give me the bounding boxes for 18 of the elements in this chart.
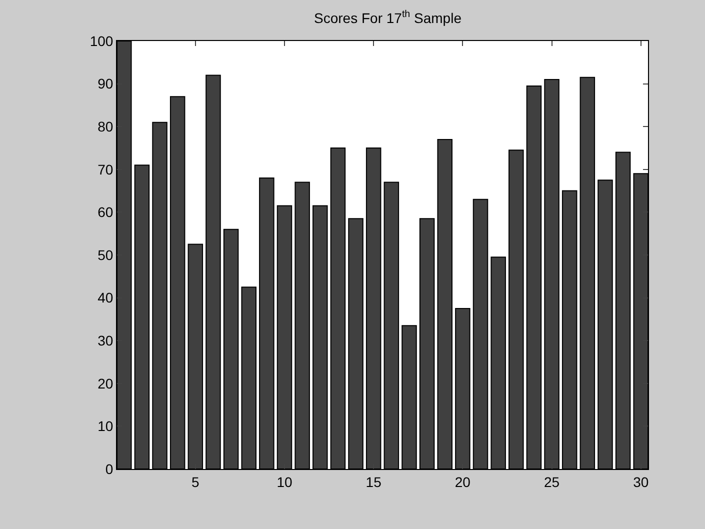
y-tick-label: 10 xyxy=(98,418,114,434)
y-tick-label: 0 xyxy=(105,460,114,477)
y-tick-label: 100 xyxy=(90,32,114,49)
x-tick-label: 25 xyxy=(544,474,560,490)
y-tick-label: 80 xyxy=(98,118,114,134)
y-tick-label: 40 xyxy=(98,290,114,306)
y-tick-label: 50 xyxy=(98,246,114,263)
y-tick-label: 20 xyxy=(98,375,114,392)
x-tick-label: 10 xyxy=(276,474,292,490)
chart-title: Scores For 17$^{th}$ Sample xyxy=(314,9,462,26)
x-tick-label: 5 xyxy=(192,474,200,490)
y-tick-label: 90 xyxy=(98,76,114,92)
y-tick-label: 30 xyxy=(98,332,114,348)
y-tick-label: 70 xyxy=(98,161,114,178)
y-tick-label: 60 xyxy=(98,204,114,220)
x-tick-label: 30 xyxy=(633,474,649,490)
x-tick-label: 15 xyxy=(366,474,382,490)
x-tick-label: 20 xyxy=(454,474,471,490)
